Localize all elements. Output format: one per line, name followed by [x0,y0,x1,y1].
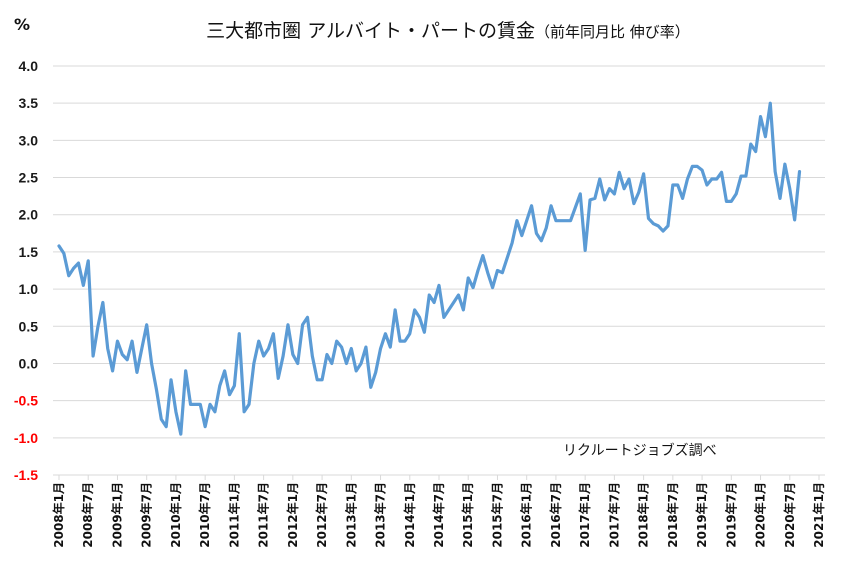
x-tick-label: 2014年7月 [431,482,446,548]
x-tick-label: 2012年7月 [314,482,329,548]
x-tick-label: 2011年7月 [256,482,271,548]
x-tick-label: 2012年1月 [285,482,300,548]
x-tick-label: 2009年1月 [109,482,124,548]
x-tick-label: 2016年1月 [519,482,534,548]
x-tick-label: 2020年7月 [782,482,797,548]
chart-title-group: 三大都市圏 アルバイト・パートの賃金（前年同月比 伸び率） [206,20,690,42]
x-tick-label: 2015年7月 [489,482,504,548]
y-tick-label: 2.0 [19,207,39,223]
y-unit-label: % [14,15,30,34]
x-tick-label: 2013年7月 [373,482,388,548]
y-tick-label: 3.5 [19,95,39,111]
chart-subtitle: （前年同月比 伸び率） [535,23,690,41]
x-tick-label: 2011年1月 [226,482,241,548]
x-tick-label: 2008年7月 [80,482,95,548]
x-tick-label: 2021年1月 [811,482,826,548]
y-tick-label: -1.0 [14,430,38,446]
y-tick-label: 1.5 [19,244,39,260]
x-tick-label: 2019年1月 [694,482,709,548]
x-tick-label: 2020年1月 [753,482,768,548]
y-tick-label: 0.5 [19,318,39,334]
y-tick-label: 4.0 [19,58,39,74]
y-tick-label: -1.5 [14,467,38,483]
x-tick-label: 2014年1月 [402,482,417,548]
x-tick-label: 2010年7月 [197,482,212,548]
x-axis-ticks: 2008年1月 2008年7月 2009年1月 2009年7月 2010年1月 2010年… [51,475,826,548]
series-line [57,101,802,436]
y-tick-label: 0.0 [19,355,39,371]
x-tick-label: 2018年1月 [636,482,651,548]
source-annotation: リクルートジョブズ調べ [563,442,717,459]
y-tick-label: -0.5 [14,393,38,409]
x-tick-label: 2018年7月 [665,482,680,548]
y-axis-ticks: 4.0 3.5 3.0 2.5 2.0 1.5 1.0 0.5 0.0 -0.5 -1.0 -1.5 [14,58,38,483]
y-tick-label: 3.0 [19,132,39,148]
y-tick-label: 1.0 [19,281,39,297]
x-tick-label: 2019年7月 [723,482,738,548]
x-tick-label: 2009年7月 [139,482,154,548]
x-tick-label: 2010年1月 [168,482,183,548]
x-tick-label: 2013年1月 [343,482,358,548]
chart-title: 三大都市圏 アルバイト・パートの賃金 [206,20,535,42]
gridlines [53,65,825,476]
x-tick-label: 2017年1月 [577,482,592,548]
x-tick-label: 2016年7月 [548,482,563,548]
x-tick-label: 2015年1月 [460,482,475,548]
x-tick-label: 2017年7月 [606,482,621,548]
x-tick-label: 2008年1月 [51,482,66,548]
y-tick-label: 2.5 [19,170,39,186]
